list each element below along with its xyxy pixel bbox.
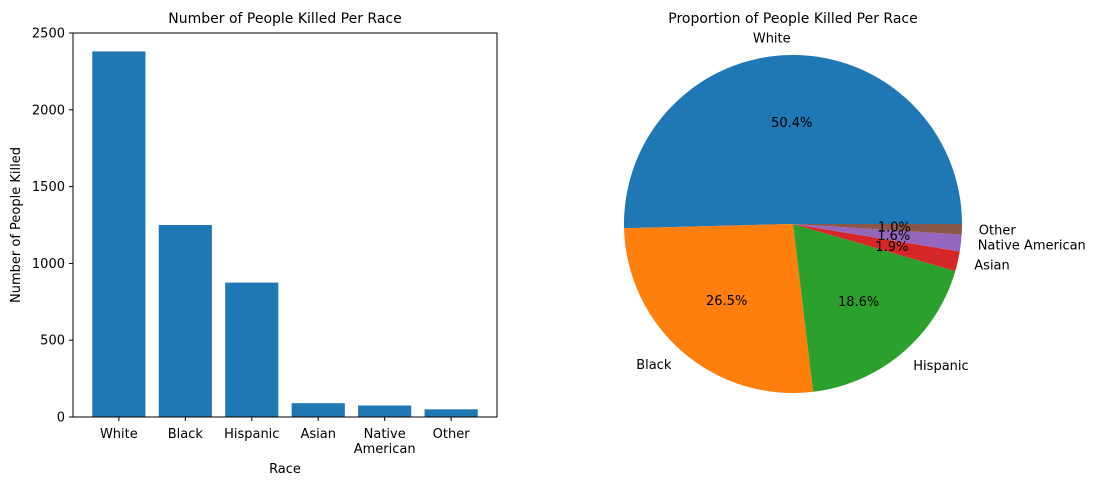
pie-percent-label: 50.4% — [771, 116, 812, 131]
x-tick-label: Hispanic — [224, 427, 279, 442]
pie-labels: White Black Hispanic Asian Native AmericanOt… — [636, 32, 1086, 375]
x-tick-label: White — [100, 427, 138, 442]
bar-chart: Number of People Killed Per Race 0 500 100… — [9, 11, 498, 477]
pie-percent-label: 18.6% — [838, 295, 879, 310]
pie-slice — [793, 224, 956, 392]
pie-chart: Proportion of People Killed Per Race Whi… — [624, 11, 1086, 393]
y-tick-label: 2500 — [32, 27, 65, 42]
pie-slice-label: Hispanic — [913, 359, 968, 374]
pie-slice — [624, 55, 962, 229]
bar — [291, 403, 345, 417]
x-tick-label: Black — [168, 427, 204, 442]
x-tick-label: Native American — [354, 427, 416, 457]
pie-percent-label: 1.6% — [877, 229, 910, 244]
pie-percent-label: 1.9% — [875, 240, 908, 255]
pie-slice-label: Other — [979, 223, 1017, 238]
x-tick-label: Other — [433, 427, 471, 442]
pie-percent-label: 26.5% — [706, 294, 747, 309]
pie-slice — [624, 224, 814, 393]
bar — [225, 282, 279, 417]
y-tick-label: 0 — [57, 411, 65, 426]
bar-marks — [92, 51, 478, 417]
pie-slice-label: Black — [636, 358, 672, 373]
pie-percent-labels: 50.4% 26.5% 18.6% 1.9%1.6%1.0% — [706, 116, 911, 310]
y-tick-label: 1000 — [32, 257, 65, 272]
pie-slice — [793, 224, 962, 235]
pie-chart-title: Proportion of People Killed Per Race — [668, 11, 917, 27]
bar-y-axis: 0 500 1000 1500 2000 2500 — [32, 27, 73, 426]
bar — [92, 51, 146, 417]
bar — [358, 405, 412, 417]
pie-percent-label: 1.0% — [878, 221, 911, 236]
pie-slice — [793, 224, 962, 252]
bar-x-axis: White Black Hispanic Asian Native American Oth… — [100, 417, 470, 457]
y-tick-label: 2000 — [32, 103, 65, 118]
bar — [424, 409, 478, 417]
bar-x-axis-label: Race — [269, 462, 301, 477]
bar — [158, 225, 212, 417]
pie-slices — [624, 55, 962, 393]
pie-slice-label: Native American — [978, 238, 1086, 253]
y-tick-label: 500 — [40, 334, 65, 349]
pie-slice — [793, 224, 960, 272]
bar-chart-title: Number of People Killed Per Race — [168, 11, 401, 27]
x-tick-label: Asian — [300, 427, 335, 442]
pie-slice-label: Asian — [974, 259, 1009, 274]
bar-y-axis-label: Number of People Killed — [9, 147, 24, 303]
pie-slice-label: White — [753, 32, 791, 47]
y-tick-label: 1500 — [32, 180, 65, 195]
bar-plot-frame — [72, 32, 498, 418]
